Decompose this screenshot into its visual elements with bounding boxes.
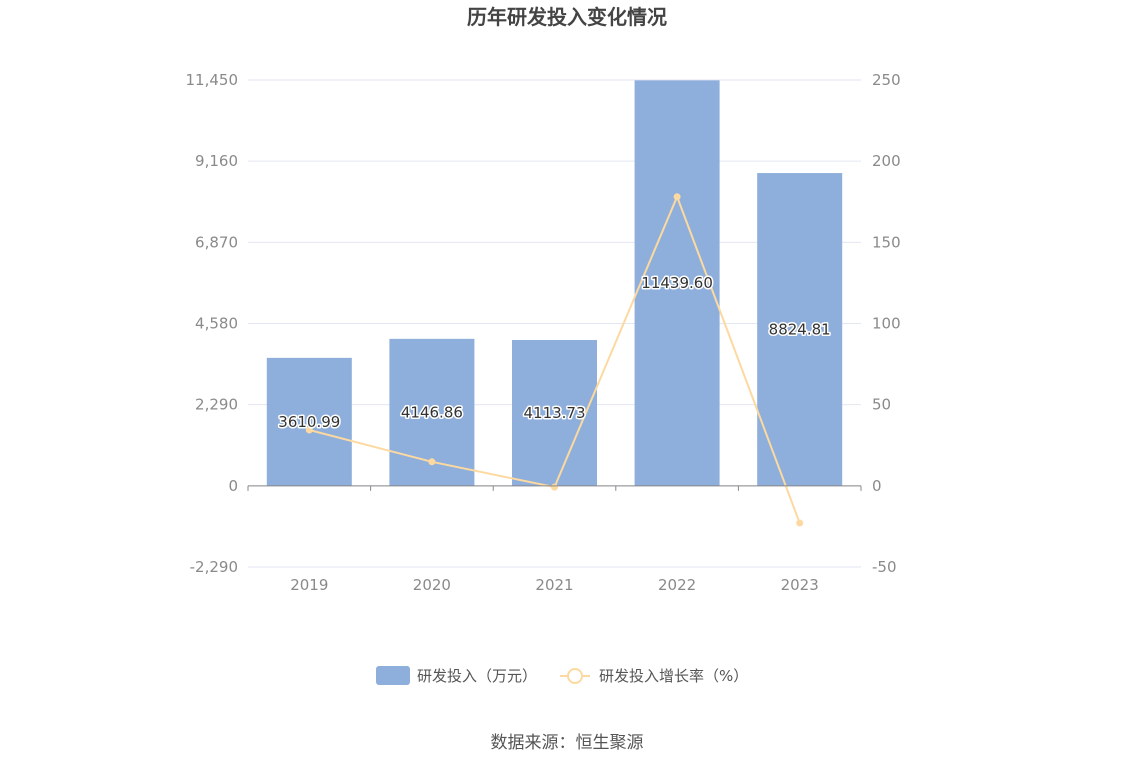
bar-value-label: 3610.99	[278, 413, 340, 431]
legend-bar-label: 研发投入（万元）	[417, 667, 537, 685]
bar-2023[interactable]	[757, 173, 843, 486]
line-series	[305, 193, 804, 527]
growth-point-2022[interactable]	[673, 193, 681, 201]
bar-value-label: 4113.73	[523, 404, 585, 422]
chart-title: 历年研发投入变化情况	[467, 5, 667, 29]
y-right-tick-label: 150	[872, 233, 901, 251]
legend-line-label: 研发投入增长率（%）	[599, 667, 748, 685]
legend-bar-swatch	[376, 666, 410, 685]
growth-point-2023[interactable]	[796, 519, 804, 527]
x-category-label: 2021	[535, 576, 573, 594]
y-left-tick-label: 2,290	[195, 396, 238, 414]
bar-2019[interactable]	[266, 357, 352, 486]
axes: 11,450 250 9,160 200 6,870 150 4,580 100 2,290 50…	[186, 71, 901, 594]
y-right-tick-label: 50	[872, 396, 891, 414]
y-left-tick-label: 11,450	[186, 71, 239, 89]
bar-value-label: 11439.60	[641, 274, 713, 292]
bar-series	[266, 80, 843, 486]
y-right-tick-label: 250	[872, 71, 901, 89]
bar-value-label: 4146.86	[401, 403, 463, 421]
x-category-label: 2020	[413, 576, 451, 594]
y-right-tick-label: 100	[872, 315, 901, 333]
y-right-tick-label: 0	[872, 477, 882, 495]
growth-point-2021[interactable]	[551, 483, 558, 491]
bar-2021[interactable]	[512, 340, 597, 486]
x-category-label: 2022	[658, 576, 696, 594]
growth-point-2019[interactable]	[305, 426, 313, 434]
x-category-label: 2023	[781, 576, 819, 594]
y-right-tick-label: -50	[872, 558, 897, 576]
growth-point-2020[interactable]	[428, 458, 436, 466]
y-left-tick-label: 6,870	[195, 233, 238, 251]
data-labels: 3610.99 4146.86 4113.73 11439.60 8824.81	[277, 273, 832, 433]
bar-2022[interactable]	[634, 80, 720, 486]
x-category-label: 2019	[290, 576, 328, 594]
y-left-tick-label: 4,580	[195, 315, 238, 333]
y-left-tick-label: 9,160	[195, 152, 238, 170]
y-left-tick-label: 0	[228, 477, 238, 495]
bar-value-label: 8824.81	[769, 320, 831, 338]
legend-line-marker	[567, 668, 583, 684]
source-note: 数据来源：恒生聚源	[491, 733, 644, 753]
legend[interactable]: 研发投入（万元） 研发投入增长率（%）	[376, 666, 748, 685]
y-left-tick-label: -2,290	[190, 558, 238, 576]
y-right-tick-label: 200	[872, 152, 901, 170]
